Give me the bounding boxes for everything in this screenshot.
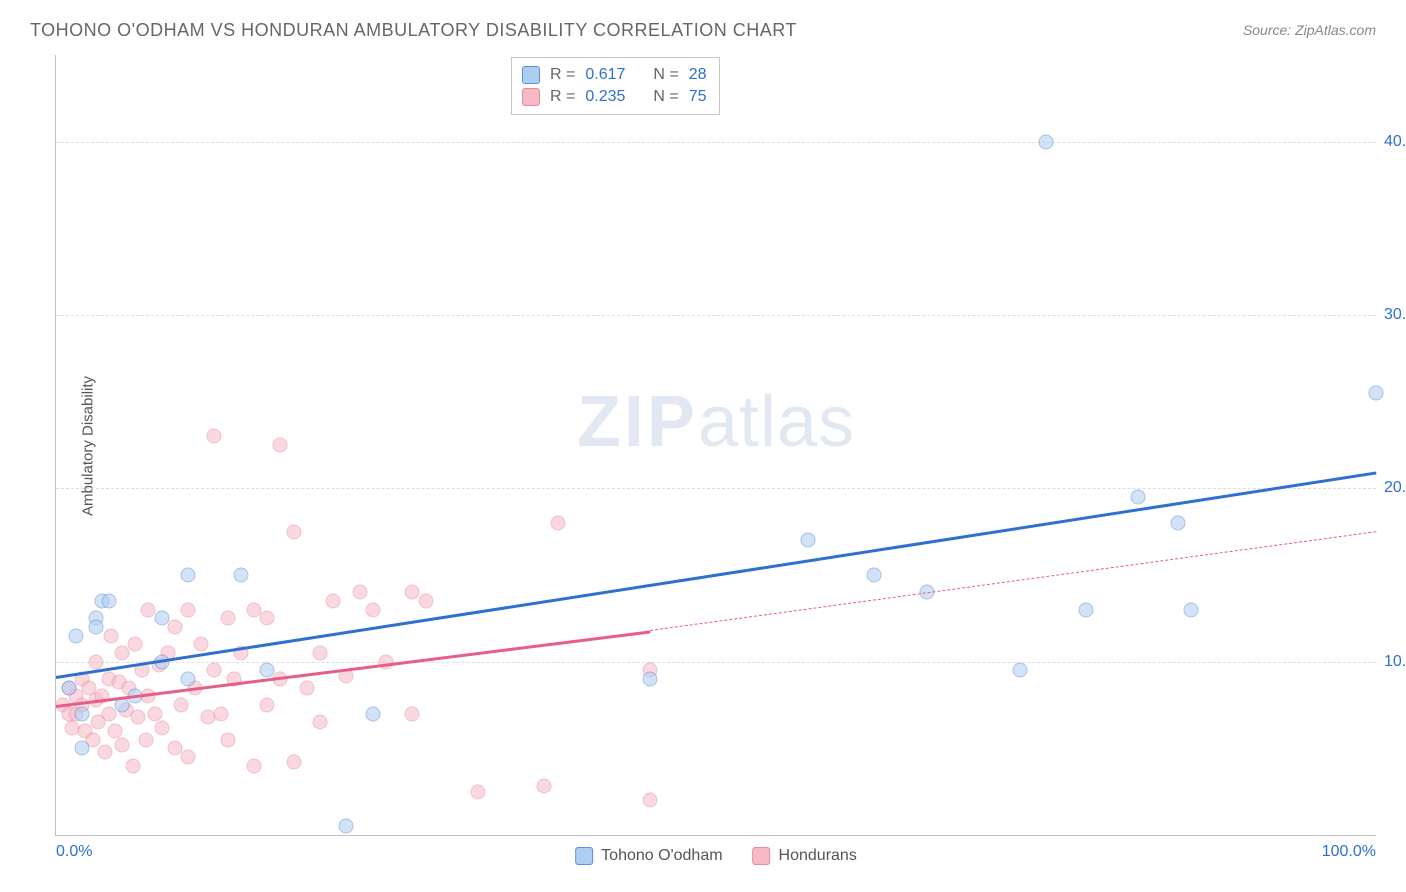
legend-stat-row: R =0.235N =75: [522, 86, 707, 108]
marker-hondurans: [365, 602, 380, 617]
marker-tohono: [88, 620, 103, 635]
marker-tohono: [1369, 386, 1384, 401]
legend-swatch: [522, 66, 540, 84]
x-tick-min: 0.0%: [56, 843, 92, 861]
marker-hondurans: [286, 755, 301, 770]
marker-hondurans: [101, 706, 116, 721]
marker-hondurans: [181, 602, 196, 617]
marker-hondurans: [247, 758, 262, 773]
marker-hondurans: [418, 594, 433, 609]
marker-tohono: [181, 672, 196, 687]
marker-tohono: [75, 741, 90, 756]
marker-tohono: [867, 568, 882, 583]
marker-hondurans: [167, 620, 182, 635]
marker-hondurans: [405, 706, 420, 721]
marker-hondurans: [214, 706, 229, 721]
legend-item: Tohono O'odham: [575, 847, 722, 865]
marker-hondurans: [115, 646, 130, 661]
marker-hondurans: [643, 793, 658, 808]
plot-area: ZIPatlas R =0.617N =28R =0.235N =75 Toho…: [55, 55, 1376, 836]
y-tick: 20.0%: [1378, 479, 1406, 497]
marker-hondurans: [138, 732, 153, 747]
legend-item: Hondurans: [753, 847, 857, 865]
legend-stats-box: R =0.617N =28R =0.235N =75: [511, 57, 720, 115]
marker-tohono: [1184, 602, 1199, 617]
marker-tohono: [1012, 663, 1027, 678]
watermark-zip: ZIP: [577, 382, 698, 462]
gridline: [56, 142, 1376, 143]
marker-hondurans: [207, 429, 222, 444]
marker-tohono: [339, 819, 354, 834]
marker-hondurans: [260, 611, 275, 626]
marker-hondurans: [154, 720, 169, 735]
marker-hondurans: [326, 594, 341, 609]
legend-swatch: [753, 847, 771, 865]
marker-hondurans: [174, 698, 189, 713]
marker-tohono: [75, 706, 90, 721]
y-tick: 40.0%: [1378, 133, 1406, 151]
marker-tohono: [365, 706, 380, 721]
marker-hondurans: [130, 710, 145, 725]
watermark-atlas: atlas: [698, 382, 855, 462]
marker-tohono: [1131, 490, 1146, 505]
marker-hondurans: [128, 637, 143, 652]
marker-hondurans: [286, 524, 301, 539]
trend-line: [650, 532, 1376, 632]
marker-tohono: [233, 568, 248, 583]
marker-hondurans: [260, 698, 275, 713]
marker-tohono: [801, 533, 816, 548]
marker-hondurans: [115, 737, 130, 752]
marker-hondurans: [313, 715, 328, 730]
marker-hondurans: [181, 750, 196, 765]
marker-hondurans: [207, 663, 222, 678]
marker-hondurans: [88, 654, 103, 669]
marker-tohono: [68, 628, 83, 643]
marker-hondurans: [148, 706, 163, 721]
marker-hondurans: [537, 779, 552, 794]
legend-swatch: [575, 847, 593, 865]
marker-hondurans: [352, 585, 367, 600]
marker-tohono: [1171, 516, 1186, 531]
marker-hondurans: [97, 744, 112, 759]
marker-hondurans: [273, 438, 288, 453]
legend-swatch: [522, 88, 540, 106]
marker-hondurans: [220, 611, 235, 626]
marker-hondurans: [194, 637, 209, 652]
marker-tohono: [101, 594, 116, 609]
legend-bottom: Tohono O'odham Hondurans: [575, 847, 857, 865]
x-tick-max: 100.0%: [1322, 843, 1376, 861]
marker-tohono: [154, 611, 169, 626]
chart-title: TOHONO O'ODHAM VS HONDURAN AMBULATORY DI…: [30, 20, 797, 41]
marker-hondurans: [125, 758, 140, 773]
marker-hondurans: [104, 628, 119, 643]
marker-hondurans: [313, 646, 328, 661]
marker-tohono: [62, 680, 77, 695]
source-label: Source: ZipAtlas.com: [1243, 22, 1376, 38]
trend-line: [56, 471, 1376, 678]
marker-tohono: [260, 663, 275, 678]
gridline: [56, 488, 1376, 489]
marker-hondurans: [108, 724, 123, 739]
y-tick: 30.0%: [1378, 306, 1406, 324]
marker-hondurans: [299, 680, 314, 695]
marker-tohono: [1039, 134, 1054, 149]
marker-tohono: [643, 672, 658, 687]
gridline: [56, 315, 1376, 316]
watermark: ZIPatlas: [577, 381, 855, 463]
y-tick: 10.0%: [1378, 653, 1406, 671]
marker-tohono: [1078, 602, 1093, 617]
legend-stat-row: R =0.617N =28: [522, 64, 707, 86]
marker-hondurans: [220, 732, 235, 747]
marker-hondurans: [471, 784, 486, 799]
gridline: [56, 662, 1376, 663]
marker-hondurans: [550, 516, 565, 531]
marker-tohono: [181, 568, 196, 583]
